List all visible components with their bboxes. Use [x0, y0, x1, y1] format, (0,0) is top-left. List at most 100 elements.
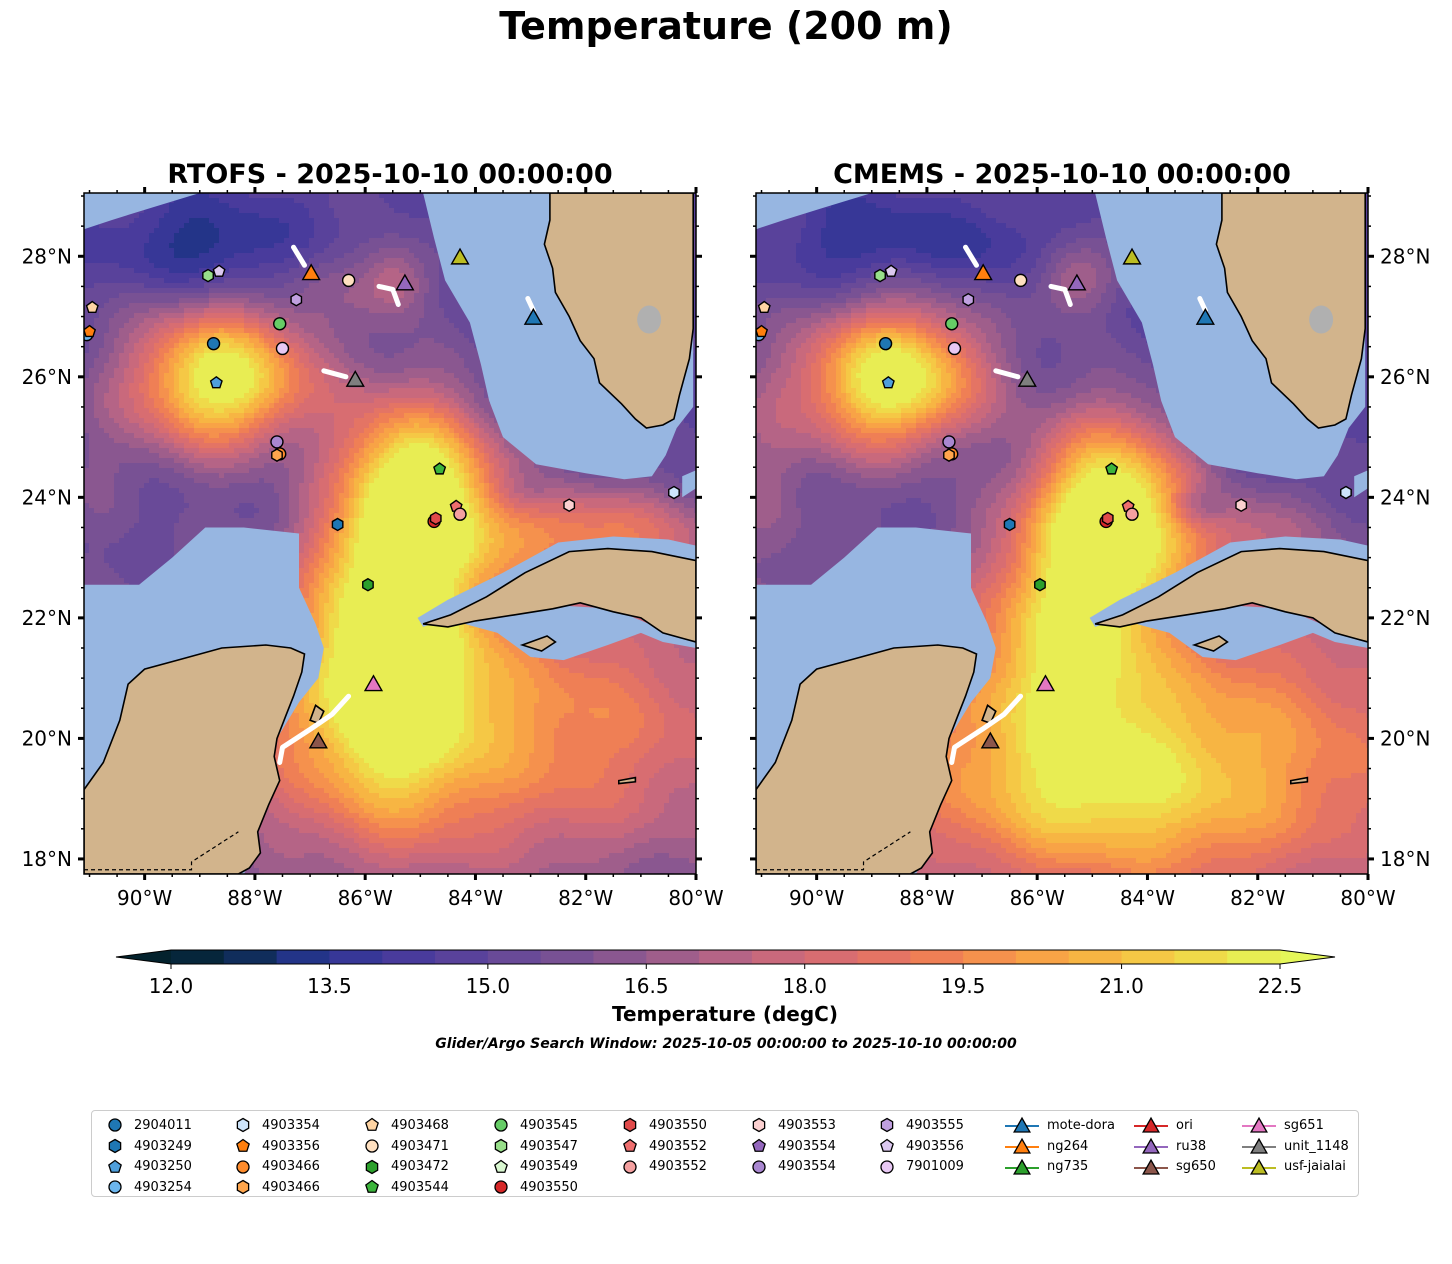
argo-marker-4903250[interactable]	[881, 375, 895, 389]
argo-marker-4903249[interactable]	[331, 517, 344, 532]
argo-marker-4903468[interactable]	[757, 300, 771, 314]
legend-marker-icon	[623, 1138, 637, 1152]
legend-item: ng735	[1005, 1156, 1115, 1177]
argo-marker-4903552[interactable]	[1125, 507, 1139, 521]
argo-marker-4903471[interactable]	[341, 273, 356, 288]
legend-marker-icon	[236, 1118, 250, 1133]
colorbar-extend-max	[1280, 950, 1335, 964]
cayman-land	[1290, 776, 1309, 785]
glider-marker-ru38[interactable]	[395, 273, 415, 291]
argo-marker-4903547[interactable]	[202, 268, 214, 283]
legend-label: 4903466	[262, 1159, 320, 1174]
lon-tick-label: 88°W	[899, 886, 954, 910]
legend-item: sg650	[1134, 1156, 1216, 1177]
argo-marker-4903545[interactable]	[273, 317, 287, 331]
argo-marker-4903468[interactable]	[85, 300, 99, 314]
glider-marker-usf-jaialai[interactable]	[1122, 247, 1142, 265]
legend-marker-icon	[108, 1180, 122, 1195]
argo-marker-4903544[interactable]	[433, 462, 447, 475]
argo-marker-4903354[interactable]	[1340, 485, 1352, 500]
legend-marker-icon	[752, 1138, 766, 1152]
legend-label: 4903544	[391, 1180, 449, 1195]
isla-juventud-land	[1191, 635, 1229, 652]
argo-marker-4903354[interactable]	[668, 485, 680, 500]
glider-marker-sg650[interactable]	[308, 731, 328, 749]
argo-marker-4903356[interactable]	[756, 324, 769, 338]
argo-marker-4903356[interactable]	[84, 324, 97, 338]
lon-tick-label: 88°W	[227, 886, 282, 910]
colorbar-segment	[804, 950, 859, 964]
glider-marker-sg651[interactable]	[363, 674, 384, 692]
argo-marker-4903249[interactable]	[1003, 517, 1016, 532]
argo-marker-4903472[interactable]	[362, 577, 374, 592]
argo-marker-4903553[interactable]	[1235, 498, 1248, 512]
argo-marker-4903471[interactable]	[1013, 273, 1028, 288]
search-window-note: Glider/Argo Search Window: 2025-10-05 00…	[0, 1036, 1452, 1052]
glider-marker-usf-jaialai[interactable]	[450, 247, 470, 265]
argo-marker-4903553[interactable]	[563, 498, 576, 512]
argo-marker-4903550[interactable]	[1101, 511, 1114, 526]
glider-marker-ng264[interactable]	[973, 263, 993, 281]
argo-marker-4903556[interactable]	[212, 264, 226, 277]
colorbar: 12.0 13.5 15.0 16.5 18.0 19.5 21.0 22.5 Temperat…	[115, 949, 1336, 1026]
glider-marker-mote-dora[interactable]	[1195, 307, 1215, 325]
legend-label: ng735	[1047, 1159, 1088, 1174]
legend-item: 2904011	[104, 1115, 192, 1136]
argo-marker-4903555[interactable]	[962, 292, 975, 307]
argo-marker-2904011[interactable]	[878, 336, 893, 351]
colorbar-segment	[963, 950, 1017, 964]
colorbar-tick-label: 15.0	[466, 974, 511, 998]
glider-marker-mote-dora[interactable]	[523, 307, 543, 325]
legend-item: 4903550	[619, 1115, 707, 1136]
glider-marker-unit_1148[interactable]	[1017, 370, 1037, 387]
legend-label: 4903356	[262, 1139, 320, 1154]
legend-item: 4903472	[361, 1156, 449, 1177]
argo-marker-4903552[interactable]	[453, 507, 467, 521]
argo-marker-4903550[interactable]	[429, 511, 442, 526]
argo-marker-4903554[interactable]	[270, 435, 284, 449]
legend-label: 4903554	[778, 1139, 836, 1154]
legend-column: 4903550 4903552 4903552	[619, 1115, 707, 1177]
legend-marker-icon	[365, 1118, 379, 1132]
glider-marker-ru38[interactable]	[1067, 273, 1087, 291]
legend-column: 4903553 4903554 4903554	[748, 1115, 836, 1177]
legend-label: 4903471	[391, 1139, 449, 1154]
map-panel-cmems: CMEMS - 2025-10-10 00:00:00 90°W 88°W 86°W 8…	[750, 159, 1430, 910]
argo-marker-4903545[interactable]	[945, 317, 959, 331]
argo-marker-4903466[interactable]	[271, 448, 283, 462]
lat-tick-label: 20°N	[22, 726, 72, 750]
glider-marker-ng264[interactable]	[301, 263, 321, 281]
argo-marker-7901009[interactable]	[275, 341, 290, 356]
argo-marker-4903472[interactable]	[1034, 577, 1046, 592]
argo-marker-4903554[interactable]	[942, 435, 956, 449]
argo-marker-4903547[interactable]	[874, 268, 886, 283]
legend-label: 4903553	[778, 1118, 836, 1133]
argo-marker-7901009[interactable]	[947, 341, 962, 356]
glider-marker-unit_1148[interactable]	[345, 370, 365, 387]
legend-label: 4903549	[520, 1159, 578, 1174]
map-frame	[83, 192, 697, 875]
colorbar-segment	[329, 950, 383, 964]
shallow-water-mask	[84, 193, 200, 230]
argo-marker-4903250[interactable]	[209, 375, 223, 389]
florida-land	[543, 193, 694, 429]
legend-item: 4903554	[748, 1136, 836, 1157]
argo-marker-4903544[interactable]	[1105, 462, 1119, 475]
lake-okeechobee	[1309, 305, 1334, 334]
legend-item: 4903555	[876, 1115, 964, 1136]
colorbar-segment	[487, 950, 542, 964]
lat-tick-label: 22°N	[1380, 606, 1430, 630]
glider-marker-sg650[interactable]	[980, 731, 1000, 749]
argo-marker-4903556[interactable]	[884, 264, 898, 277]
argo-marker-4903555[interactable]	[290, 292, 303, 307]
florida-land	[1215, 193, 1366, 429]
legend-label: sg650	[1176, 1159, 1216, 1174]
legend-marker-icon	[494, 1180, 508, 1195]
argo-marker-2904011[interactable]	[206, 336, 221, 351]
legend-marker-icon	[1242, 1117, 1276, 1133]
glider-marker-sg651[interactable]	[1035, 674, 1056, 692]
colorbar-segment	[223, 950, 278, 964]
legend-item: usf-jaialai	[1242, 1156, 1349, 1177]
argo-marker-4903466[interactable]	[943, 448, 955, 462]
legend-column: mote-dora ng264 ng735	[1005, 1115, 1115, 1177]
